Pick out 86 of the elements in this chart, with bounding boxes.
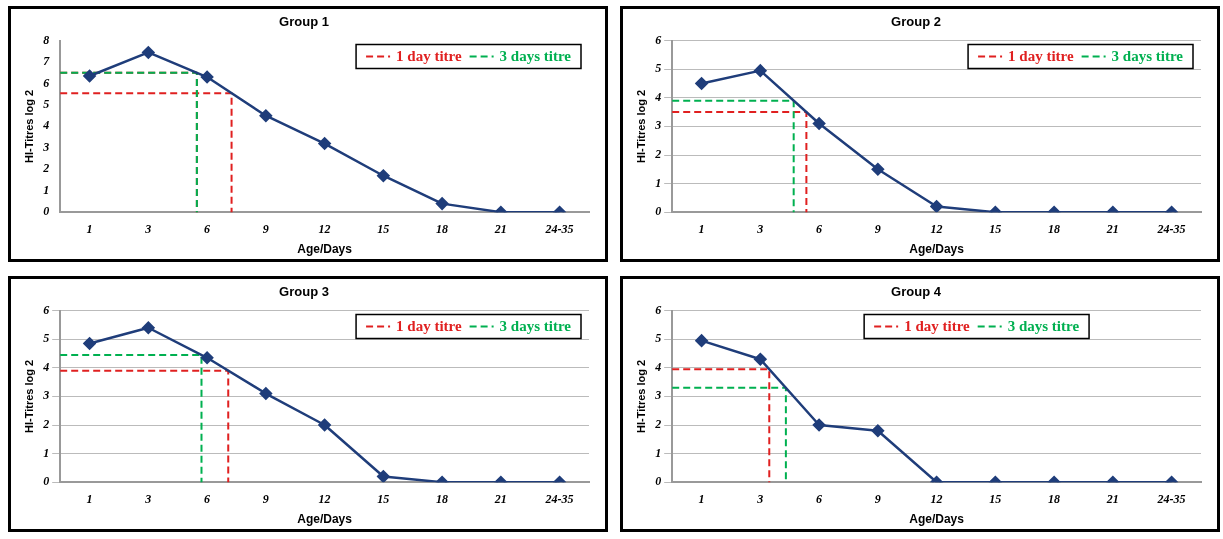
x-tick-label: 3 xyxy=(144,492,152,507)
y-tick-label: 1 xyxy=(655,175,662,190)
x-tick-label: 1 xyxy=(86,492,93,507)
x-tick-label: 9 xyxy=(262,222,269,237)
x-tick-label: 9 xyxy=(874,222,881,237)
x-tick-label: 1 xyxy=(698,222,705,237)
y-tick-label: 3 xyxy=(654,118,662,133)
y-tick-label: 7 xyxy=(43,54,51,69)
y-tick-label: 5 xyxy=(43,97,50,112)
x-tick-label: 24-35 xyxy=(544,492,574,507)
y-tick-label: 1 xyxy=(43,182,50,197)
y-tick-label: 6 xyxy=(655,302,662,317)
y-tick-label: 4 xyxy=(42,118,50,133)
y-tick-label: 1 xyxy=(43,445,50,460)
y-tick-label: 0 xyxy=(43,474,50,489)
x-tick-label: 18 xyxy=(436,222,449,237)
y-axis-title: HI-Titres log 2 xyxy=(22,359,35,433)
y-tick-label: 2 xyxy=(42,417,50,432)
y-tick-label: 8 xyxy=(43,32,50,47)
x-axis-title: Age/Days xyxy=(297,242,353,257)
x-tick-label: 21 xyxy=(1105,492,1119,507)
legend-label: 1 day titre xyxy=(1008,48,1074,65)
y-tick-label: 5 xyxy=(655,61,662,76)
chart-title: Group 1 xyxy=(279,14,329,30)
x-axis-title: Age/Days xyxy=(909,242,965,257)
x-tick-label: 6 xyxy=(204,222,211,237)
x-tick-label: 9 xyxy=(262,492,269,507)
x-tick-label: 6 xyxy=(204,492,211,507)
legend-label: 1 day titre xyxy=(396,48,462,65)
x-tick-label: 12 xyxy=(318,222,331,237)
x-axis-title: Age/Days xyxy=(297,512,353,527)
y-tick-label: 5 xyxy=(655,331,662,346)
legend-label: 3 days titre xyxy=(499,318,572,335)
y-tick-label: 3 xyxy=(42,139,50,154)
y-tick-label: 4 xyxy=(654,359,662,374)
y-tick-label: 0 xyxy=(43,204,50,219)
y-tick-label: 5 xyxy=(43,331,50,346)
x-tick-label: 12 xyxy=(318,492,331,507)
chart-title: Group 2 xyxy=(891,14,941,30)
y-tick-label: 6 xyxy=(655,32,662,47)
y-tick-label: 2 xyxy=(654,417,662,432)
x-tick-label: 21 xyxy=(493,492,507,507)
y-axis-title: HI-Titres log 2 xyxy=(634,89,647,163)
y-tick-label: 4 xyxy=(654,89,662,104)
chart-title: Group 3 xyxy=(279,284,329,300)
chart-title: Group 4 xyxy=(891,284,942,300)
x-tick-label: 24-35 xyxy=(544,222,574,237)
x-tick-label: 15 xyxy=(989,492,1002,507)
legend-label: 1 day titre xyxy=(396,318,462,335)
x-tick-label: 15 xyxy=(377,492,390,507)
x-tick-label: 18 xyxy=(1048,492,1061,507)
x-tick-label: 21 xyxy=(493,222,507,237)
legend-label: 3 days titre xyxy=(499,48,572,65)
y-tick-label: 6 xyxy=(43,75,50,90)
y-tick-label: 3 xyxy=(654,388,662,403)
x-tick-label: 9 xyxy=(874,492,881,507)
y-tick-label: 3 xyxy=(42,388,50,403)
y-tick-label: 2 xyxy=(42,161,50,176)
y-tick-label: 4 xyxy=(42,359,50,374)
x-tick-label: 3 xyxy=(144,222,152,237)
legend-label: 3 days titre xyxy=(1111,48,1184,65)
x-tick-label: 15 xyxy=(989,222,1002,237)
x-tick-label: 15 xyxy=(377,222,390,237)
x-axis-title: Age/Days xyxy=(909,512,965,527)
legend-label: 1 day titre xyxy=(904,318,971,335)
x-tick-label: 12 xyxy=(930,492,943,507)
y-axis-title: HI-Titres log 2 xyxy=(634,359,647,433)
x-tick-label: 18 xyxy=(1048,222,1061,237)
y-axis-title: HI-Titres log 2 xyxy=(22,89,35,163)
x-tick-label: 12 xyxy=(930,222,943,237)
x-tick-label: 24-35 xyxy=(1156,492,1186,507)
x-tick-label: 24-35 xyxy=(1156,222,1186,237)
x-tick-label: 1 xyxy=(698,492,705,507)
y-tick-label: 0 xyxy=(655,474,662,489)
y-tick-label: 2 xyxy=(654,147,662,162)
x-tick-label: 18 xyxy=(436,492,449,507)
x-tick-label: 3 xyxy=(756,222,764,237)
x-tick-label: 1 xyxy=(86,222,93,237)
x-tick-label: 3 xyxy=(756,492,764,507)
y-tick-label: 1 xyxy=(655,445,662,460)
x-tick-label: 21 xyxy=(1105,222,1119,237)
y-tick-label: 0 xyxy=(655,204,662,219)
x-tick-label: 6 xyxy=(816,492,823,507)
y-tick-label: 6 xyxy=(43,302,50,317)
x-tick-label: 6 xyxy=(816,222,823,237)
legend-label: 3 days titre xyxy=(1007,318,1080,335)
